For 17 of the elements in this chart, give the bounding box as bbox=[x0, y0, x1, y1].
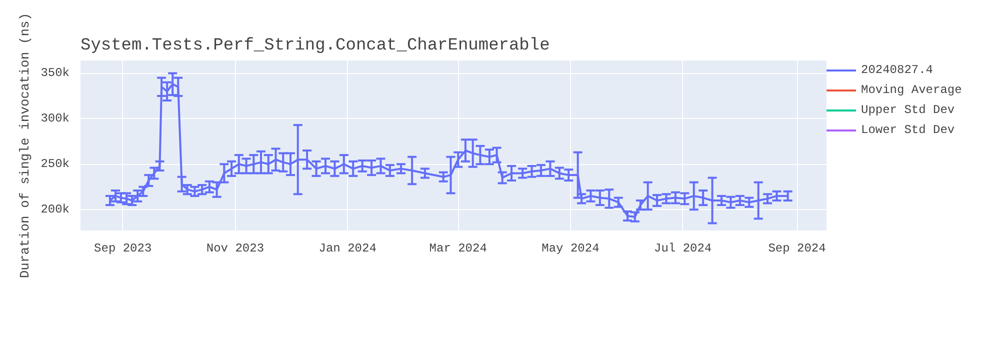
x-tick-label: May 2024 bbox=[542, 242, 600, 256]
x-tick-label: Sep 2024 bbox=[768, 242, 826, 256]
x-tick-label: Jul 2024 bbox=[654, 242, 712, 256]
y-tick-label: 300k bbox=[40, 112, 70, 126]
y-axis-title: Duration of single invocation (ns) bbox=[18, 12, 33, 278]
x-tick-label: Jan 2024 bbox=[318, 242, 376, 256]
x-tick-label: Nov 2023 bbox=[206, 242, 264, 256]
legend-label: Moving Average bbox=[861, 83, 962, 97]
legend-label: Upper Std Dev bbox=[861, 103, 955, 117]
x-tick-label: Sep 2023 bbox=[94, 242, 152, 256]
y-tick-label: 200k bbox=[40, 202, 70, 217]
chart-title: System.Tests.Perf_String.Concat_CharEnumerable bbox=[80, 36, 550, 56]
legend-label: Lower Std Dev bbox=[861, 123, 955, 137]
y-tick-label: 350k bbox=[40, 66, 70, 80]
x-tick-label: Mar 2024 bbox=[429, 242, 487, 256]
legend-label: 20240827.4 bbox=[861, 63, 934, 77]
y-tick-label: 250k bbox=[40, 157, 70, 172]
